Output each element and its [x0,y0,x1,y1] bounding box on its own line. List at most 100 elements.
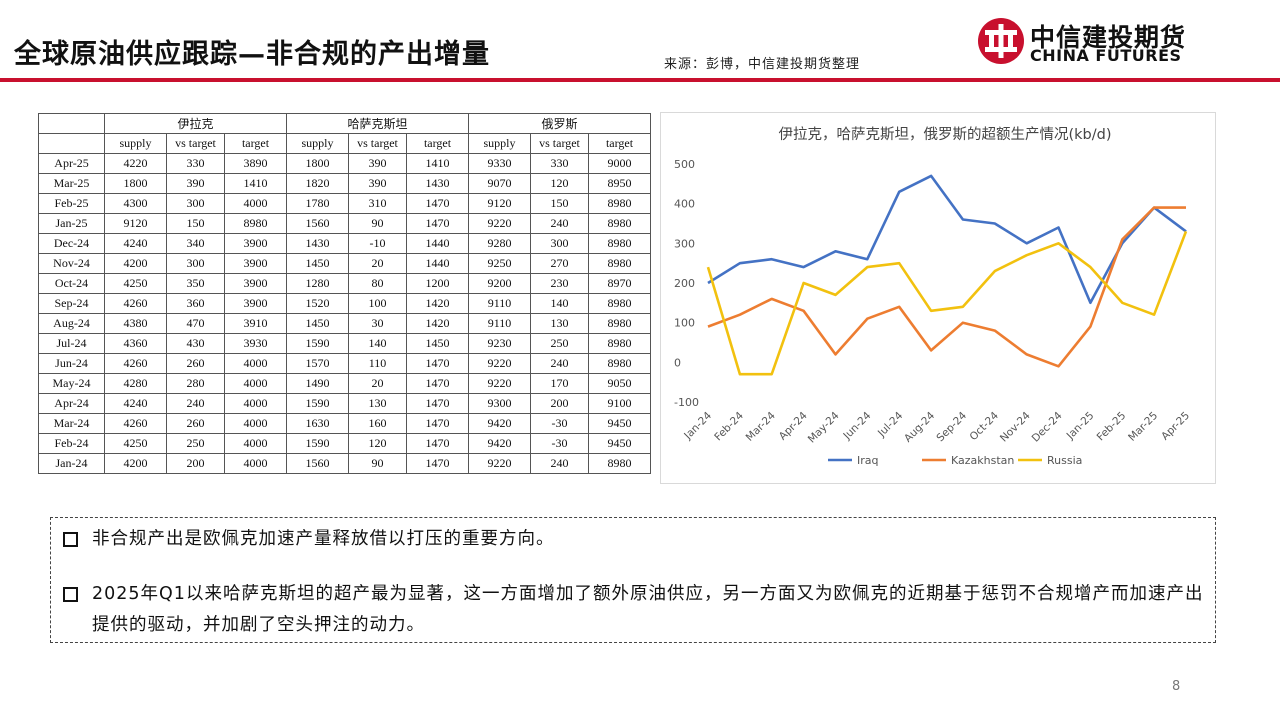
chart-legend: Iraq Kazakhstan Russia [828,454,1082,467]
table-cell: 9220 [468,353,531,374]
table-cell: 3900 [224,273,287,294]
row-month-cell: Apr-25 [38,153,105,174]
y-tick-label: 400 [674,198,695,211]
table-cell: 1470 [406,353,469,374]
table-cell: 200 [530,393,589,414]
table-cell: 1570 [286,353,349,374]
row-month-cell: Sep-24 [38,293,105,314]
row-month-cell: Mar-24 [38,413,105,434]
table-cell: 9420 [468,413,531,434]
row-month-cell: Feb-24 [38,433,105,454]
table-row: Feb-25 4300 300 4000 1780 310 1470 9120 150 8980 [38,193,651,214]
row-month-cell: Jul-24 [38,333,105,354]
table-corner-cell [38,113,105,134]
table-cell: 8980 [588,193,651,214]
subheader-supply: supply [286,133,349,154]
subheader-supply: supply [104,133,167,154]
citic-logo-icon [978,18,1024,64]
table-cell: 1200 [406,273,469,294]
subheader-supply: supply [468,133,531,154]
table-cell: 240 [530,453,589,474]
table-row: Jan-24 4200 200 4000 1560 90 1470 9220 240 8980 [38,453,651,474]
row-month-cell: Oct-24 [38,273,105,294]
subheader-vs-target: vs target [530,133,589,154]
table-cell: 1590 [286,433,349,454]
table-body: Apr-25 4220 330 3890 1800 390 1410 9330 330 9000 M… [38,153,651,474]
table-cell: 160 [348,413,407,434]
table-cell: 90 [348,213,407,234]
table-row: Jul-24 4360 430 3930 1590 140 1450 9230 250 8980 [38,333,651,354]
table-cell: 1420 [406,293,469,314]
table-cell: 1560 [286,213,349,234]
table-cell: 1800 [104,173,167,194]
table-cell: -10 [348,233,407,254]
table-cell: 1800 [286,153,349,174]
table-cell: 240 [166,393,225,414]
table-cell: 9450 [588,413,651,434]
table-cell: 1470 [406,213,469,234]
table-cell: 330 [166,153,225,174]
table-cell: 4000 [224,433,287,454]
table-cell: 4000 [224,453,287,474]
table-cell: 8980 [224,213,287,234]
table-cell: 4240 [104,393,167,414]
row-month-cell: Feb-25 [38,193,105,214]
table-row: Aug-24 4380 470 3910 1450 30 1420 9110 130 8980 [38,313,651,334]
table-cell: 130 [348,393,407,414]
table-corner-cell [38,133,105,154]
table-cell: 3900 [224,253,287,274]
table-cell: 9280 [468,233,531,254]
table-cell: 1420 [406,313,469,334]
subheader-target: target [224,133,287,154]
table-cell: 1410 [224,173,287,194]
table-subheader-row: supply vs target target supply vs target… [38,133,651,154]
table-cell: 8970 [588,273,651,294]
chart-frame [660,112,1216,484]
table-cell: 350 [166,273,225,294]
subheader-target: target [406,133,469,154]
table-row: Sep-24 4260 360 3900 1520 100 1420 9110 140 8980 [38,293,651,314]
table-cell: 280 [166,373,225,394]
table-cell: 4360 [104,333,167,354]
table-cell: 200 [166,453,225,474]
legend-label: Russia [1047,454,1082,467]
table-cell: 8980 [588,333,651,354]
table-cell: 1470 [406,373,469,394]
row-month-cell: Mar-25 [38,173,105,194]
table-cell: 9120 [468,193,531,214]
table-cell: 100 [348,293,407,314]
table-cell: 8980 [588,233,651,254]
row-month-cell: Jun-24 [38,353,105,374]
table-cell: 8980 [588,213,651,234]
table-cell: 4000 [224,193,287,214]
table-cell: 9220 [468,373,531,394]
table-cell: 1280 [286,273,349,294]
legend-label: Kazakhstan [951,454,1014,467]
table-cell: 300 [166,253,225,274]
bullet-text: 2025年Q1以来哈萨克斯坦的超产最为显著，这一方面增加了额外原油供应，另一方面… [92,584,1204,635]
table-cell: 9220 [468,453,531,474]
table-cell: 9110 [468,293,531,314]
table-row: Jan-25 9120 150 8980 1560 90 1470 9220 240 8980 [38,213,651,234]
table-cell: 4200 [104,453,167,474]
y-tick-label: 200 [674,277,695,290]
table-cell: 390 [348,153,407,174]
bullet-text: 非合规产出是欧佩克加速产量释放借以打压的重要方向。 [92,529,555,549]
subheader-vs-target: vs target [166,133,225,154]
table-cell: 4250 [104,433,167,454]
table-cell: 1520 [286,293,349,314]
table-cell: 9000 [588,153,651,174]
table-cell: 1590 [286,393,349,414]
table-cell: 9120 [104,213,167,234]
bullet-item: 非合规产出是欧佩克加速产量释放借以打压的重要方向。 [63,524,1202,555]
table-cell: 20 [348,253,407,274]
table-cell: 1560 [286,453,349,474]
row-month-cell: Apr-24 [38,393,105,414]
bullet-square-icon [63,587,78,602]
group-header-iraq: 伊拉克 [104,113,287,134]
table-row: Jun-24 4260 260 4000 1570 110 1470 9220 240 8980 [38,353,651,374]
y-tick-label: -100 [674,396,699,409]
row-month-cell: Nov-24 [38,253,105,274]
table-cell: 9230 [468,333,531,354]
excess-production-line-chart: 伊拉克，哈萨克斯坦，俄罗斯的超额生产情况(kb/d) -100 0 100 200 30… [660,112,1216,484]
